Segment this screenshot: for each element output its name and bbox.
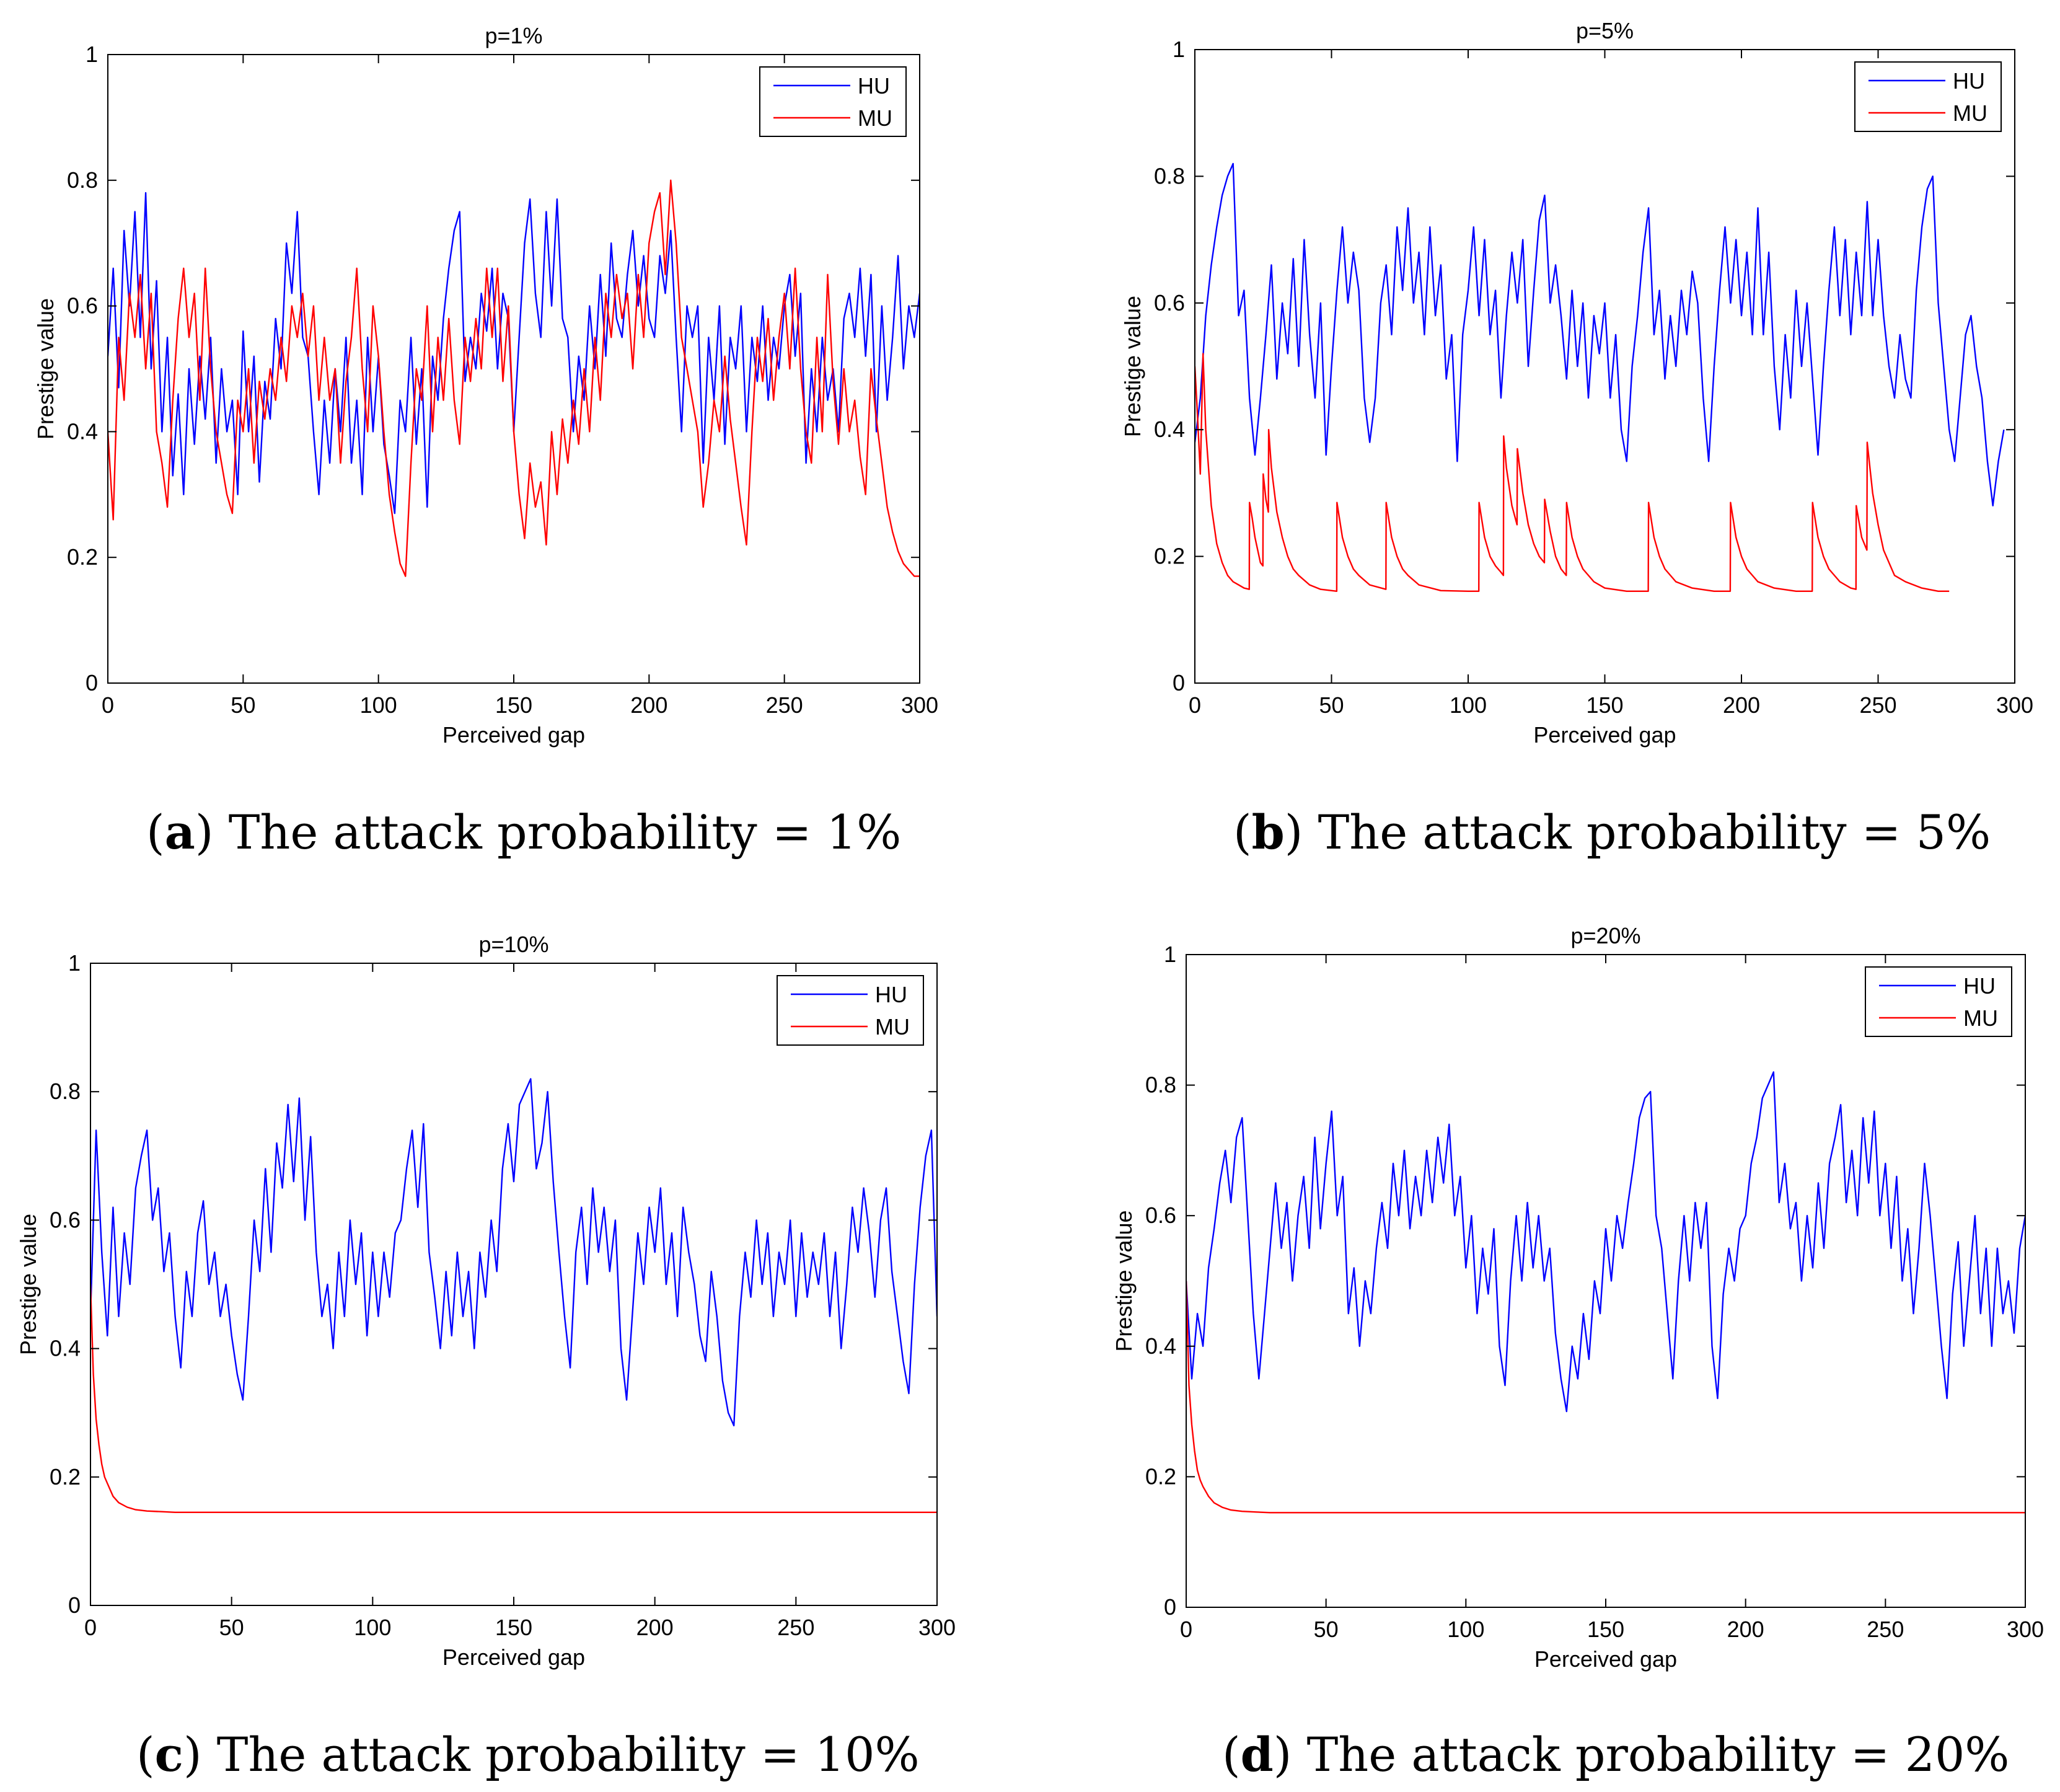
- legend-label-hu: HU: [858, 73, 890, 99]
- y-tick-label: 0: [86, 670, 98, 695]
- x-tick-label: 200: [636, 1615, 674, 1640]
- y-tick-label: 0.2: [50, 1464, 81, 1490]
- x-tick-label: 150: [495, 692, 532, 718]
- legend-box: [759, 66, 907, 137]
- x-tick-label: 50: [231, 692, 255, 718]
- y-tick-label: 0.4: [67, 418, 98, 444]
- x-axis-label: Perceived gap: [442, 1644, 585, 1670]
- legend-box: [777, 975, 924, 1046]
- chart-title: p=5%: [1576, 18, 1634, 43]
- y-tick-label: 0.8: [1145, 1072, 1176, 1098]
- y-tick-label: 0.4: [1154, 417, 1185, 442]
- x-tick-label: 250: [777, 1615, 814, 1640]
- caption-c: (c) The attack probability = 10%: [136, 1727, 920, 1782]
- y-tick-label: 0.6: [50, 1207, 81, 1232]
- y-axis-label: Prestige value: [1120, 296, 1145, 437]
- legend-label-mu: MU: [1953, 100, 1987, 126]
- chart-title: p=20%: [1570, 923, 1640, 948]
- caption-b: (b) The attack probability = 5%: [1233, 805, 1991, 860]
- x-tick-label: 150: [495, 1615, 532, 1640]
- x-tick-label: 0: [1189, 692, 1201, 718]
- series-line-hu: [1195, 162, 2005, 506]
- x-tick-label: 0: [84, 1615, 97, 1640]
- series-line-mu: [108, 179, 920, 577]
- series-line-hu: [1186, 1071, 2025, 1413]
- x-tick-label: 50: [1314, 1617, 1339, 1642]
- legend: HU MU: [777, 975, 924, 1046]
- y-tick-label: 0.2: [67, 544, 98, 570]
- x-tick-label: 300: [2007, 1617, 2044, 1642]
- chart-title: p=10%: [478, 932, 548, 957]
- chart-d: 0 50 100 150 200 250 300 0 0.2 0.4 0.6 0.8 1 p=20% Per…: [1111, 923, 2044, 1672]
- x-tick-label: 100: [1450, 692, 1487, 718]
- legend-label-hu: HU: [1963, 973, 1996, 999]
- y-axis-label: Prestige value: [1111, 1210, 1137, 1351]
- x-tick-label: 50: [219, 1615, 244, 1640]
- y-tick-label: 1: [1173, 37, 1185, 62]
- y-tick-label: 1: [68, 950, 81, 976]
- legend-label-hu: HU: [875, 982, 907, 1007]
- series-line-hu: [90, 1078, 937, 1427]
- x-tick-label: 100: [354, 1615, 391, 1640]
- x-tick-label: 300: [1996, 692, 2033, 718]
- series-line-mu: [90, 1284, 937, 1513]
- y-tick-label: 0.6: [1154, 290, 1185, 316]
- plot-area: [90, 963, 937, 1605]
- caption-d: (d) The attack probability = 20%: [1222, 1727, 2010, 1782]
- x-axis-label: Perceived gap: [1533, 722, 1676, 748]
- x-tick-label: 100: [360, 692, 397, 718]
- x-tick-label: 150: [1587, 1617, 1624, 1642]
- y-tick-label: 0.8: [1154, 163, 1185, 188]
- y-axis-label: Prestige value: [15, 1214, 41, 1355]
- y-tick-label: 0.4: [1145, 1333, 1176, 1359]
- legend: HU MU: [1854, 61, 2002, 132]
- y-tick-label: 0.6: [1145, 1203, 1176, 1228]
- legend-box: [1854, 61, 2002, 132]
- x-tick-label: 300: [918, 1615, 956, 1640]
- legend-box: [1865, 966, 2012, 1037]
- chart-b: 0 50 100 150 200 250 300 0 0.2 0.4 0.6 0.8 1 p=5% Perc…: [1120, 18, 2033, 748]
- x-tick-label: 250: [1859, 692, 1896, 718]
- plot-area: [1186, 955, 2025, 1607]
- x-axis-label: Perceived gap: [442, 722, 585, 748]
- y-tick-label: 0: [1164, 1594, 1176, 1620]
- x-axis-label: Perceived gap: [1534, 1646, 1677, 1672]
- x-tick-label: 250: [1867, 1617, 1904, 1642]
- y-tick-label: 0.6: [67, 293, 98, 319]
- x-tick-label: 200: [1727, 1617, 1764, 1642]
- y-tick-label: 1: [86, 42, 98, 67]
- legend: HU MU: [759, 66, 907, 137]
- caption-a: (a) The attack probability = 1%: [146, 805, 902, 860]
- chart-c: 0 50 100 150 200 250 300 0 0.2 0.4 0.6 0.8 1 p=10% Per…: [15, 932, 956, 1670]
- series-line-mu: [1195, 353, 1950, 592]
- legend-label-mu: MU: [875, 1014, 910, 1039]
- legend: HU MU: [1865, 966, 2012, 1037]
- y-tick-label: 0.8: [67, 167, 98, 193]
- series-line-mu: [1186, 1281, 2025, 1514]
- chart-title: p=1%: [485, 23, 542, 48]
- y-axis-label: Prestige value: [33, 298, 58, 439]
- x-tick-label: 50: [1319, 692, 1344, 718]
- x-tick-label: 300: [901, 692, 938, 718]
- legend-label-mu: MU: [1963, 1005, 1998, 1031]
- x-tick-label: 0: [102, 692, 114, 718]
- y-tick-label: 0: [68, 1592, 81, 1618]
- y-tick-label: 0.4: [50, 1336, 81, 1361]
- x-tick-label: 200: [1723, 692, 1760, 718]
- y-tick-label: 1: [1164, 942, 1176, 967]
- y-tick-label: 0.2: [1145, 1463, 1176, 1489]
- y-tick-label: 0.2: [1154, 544, 1185, 569]
- x-tick-label: 250: [766, 692, 803, 718]
- y-tick-label: 0.8: [50, 1079, 81, 1104]
- x-tick-label: 150: [1586, 692, 1623, 718]
- x-tick-label: 100: [1447, 1617, 1484, 1642]
- legend-label-hu: HU: [1953, 68, 1985, 94]
- legend-label-mu: MU: [858, 105, 892, 131]
- chart-a: 0 50 100 150 200 250 300 0 0.2 0.4 0.6 0.8 1 p=1% Perc…: [33, 23, 938, 748]
- x-tick-label: 0: [1180, 1617, 1192, 1642]
- x-tick-label: 200: [630, 692, 667, 718]
- y-tick-label: 0: [1173, 670, 1185, 695]
- plot-area: [108, 55, 920, 683]
